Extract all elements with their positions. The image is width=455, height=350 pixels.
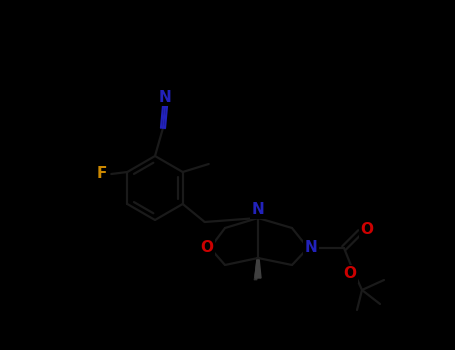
Polygon shape bbox=[254, 258, 259, 280]
Text: O: O bbox=[201, 240, 213, 256]
Text: O: O bbox=[360, 223, 374, 238]
Text: N: N bbox=[305, 240, 318, 256]
Text: N: N bbox=[159, 90, 172, 105]
Text: F: F bbox=[97, 167, 107, 182]
Text: N: N bbox=[252, 203, 264, 217]
Text: O: O bbox=[344, 266, 357, 281]
Polygon shape bbox=[255, 258, 261, 278]
